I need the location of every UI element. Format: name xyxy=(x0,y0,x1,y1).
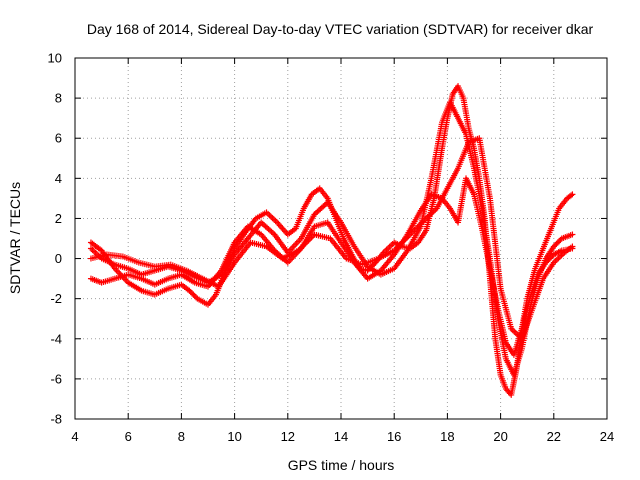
chart-title: Day 168 of 2014, Sidereal Day-to-day VTE… xyxy=(87,21,594,37)
point-marker xyxy=(544,258,551,265)
x-tick-label: 18 xyxy=(440,429,454,444)
y-tick-label: -2 xyxy=(50,291,62,306)
point-marker xyxy=(193,294,200,301)
point-marker xyxy=(187,288,194,295)
point-marker xyxy=(545,256,552,263)
series-track-d xyxy=(87,135,576,342)
data-points xyxy=(87,83,576,398)
point-marker xyxy=(552,242,559,249)
grid xyxy=(75,58,607,419)
point-marker xyxy=(550,243,557,250)
x-axis-label: GPS time / hours xyxy=(288,457,395,473)
point-marker xyxy=(557,236,564,243)
point-marker xyxy=(568,192,575,199)
x-tick-label: 16 xyxy=(387,429,401,444)
x-axis-ticks: 4 6 8 10 12 14 16 18 20 22 24 xyxy=(71,58,614,444)
point-marker xyxy=(542,259,549,266)
y-tick-label: 4 xyxy=(55,171,62,186)
point-marker xyxy=(190,291,197,298)
y-tick-label: -4 xyxy=(50,331,62,346)
y-tick-label: -8 xyxy=(50,412,62,427)
y-tick-label: 10 xyxy=(48,51,62,66)
point-marker xyxy=(548,254,555,261)
point-marker xyxy=(569,243,576,250)
point-marker xyxy=(556,238,563,245)
plot-frame xyxy=(74,57,608,420)
point-marker xyxy=(546,255,553,262)
series-track-c xyxy=(87,175,576,358)
y-tick-label: 2 xyxy=(55,211,62,226)
point-marker xyxy=(189,290,196,297)
point-marker xyxy=(569,191,576,198)
point-marker xyxy=(554,239,561,246)
x-tick-label: 20 xyxy=(493,429,507,444)
point-marker xyxy=(553,240,560,247)
y-axis-ticks: -8 -6 -4 -2 0 2 4 6 8 10 xyxy=(48,51,607,427)
y-tick-label: 8 xyxy=(55,91,62,106)
y-tick-label: 6 xyxy=(55,131,62,146)
x-tick-label: 24 xyxy=(600,429,614,444)
y-tick-label: -6 xyxy=(50,371,62,386)
x-tick-label: 12 xyxy=(281,429,295,444)
x-tick-label: 22 xyxy=(547,429,561,444)
point-marker xyxy=(569,231,576,238)
x-tick-label: 8 xyxy=(178,429,185,444)
x-tick-label: 4 xyxy=(71,429,78,444)
point-marker xyxy=(191,292,198,299)
x-tick-label: 10 xyxy=(227,429,241,444)
x-tick-label: 14 xyxy=(334,429,348,444)
x-tick-label: 6 xyxy=(125,429,132,444)
y-axis-label: SDTVAR / TECUs xyxy=(7,182,23,294)
y-tick-label: 0 xyxy=(55,251,62,266)
point-marker xyxy=(186,287,193,294)
